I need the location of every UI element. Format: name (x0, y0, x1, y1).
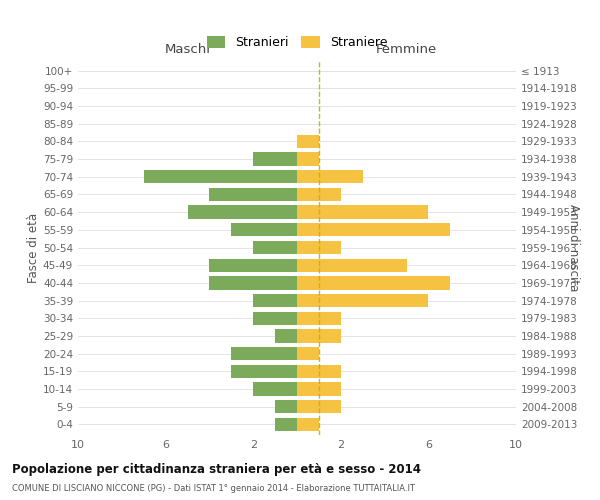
Bar (209, 188, 297, 201)
Bar (297, 400, 341, 413)
Legend: Stranieri, Straniere: Stranieri, Straniere (203, 32, 391, 53)
Bar (297, 418, 319, 431)
Text: Femmine: Femmine (376, 44, 437, 57)
Bar (297, 258, 407, 272)
Bar (253, 241, 297, 254)
Bar (232, 364, 297, 378)
Bar (297, 294, 428, 307)
Bar (297, 364, 341, 378)
Bar (144, 170, 297, 183)
Bar (275, 330, 297, 342)
Bar (275, 400, 297, 413)
Y-axis label: Fasce di età: Fasce di età (27, 212, 40, 282)
Y-axis label: Anni di nascita: Anni di nascita (568, 204, 580, 291)
Text: Popolazione per cittadinanza straniera per età e sesso - 2014: Popolazione per cittadinanza straniera p… (12, 462, 421, 475)
Bar (187, 206, 297, 219)
Text: COMUNE DI LISCIANO NICCONE (PG) - Dati ISTAT 1° gennaio 2014 - Elaborazione TUTT: COMUNE DI LISCIANO NICCONE (PG) - Dati I… (12, 484, 415, 493)
Bar (297, 330, 341, 342)
Bar (297, 206, 428, 219)
Bar (297, 170, 362, 183)
Bar (297, 241, 341, 254)
Bar (232, 223, 297, 236)
Bar (297, 382, 341, 396)
Bar (297, 223, 450, 236)
Bar (297, 276, 450, 289)
Bar (297, 347, 319, 360)
Bar (253, 294, 297, 307)
Bar (253, 152, 297, 166)
Bar (209, 258, 297, 272)
Bar (297, 188, 341, 201)
Bar (232, 347, 297, 360)
Bar (297, 312, 341, 325)
Bar (253, 312, 297, 325)
Bar (297, 152, 319, 166)
Bar (209, 276, 297, 289)
Bar (275, 418, 297, 431)
Text: Maschi: Maschi (164, 44, 211, 57)
Bar (253, 382, 297, 396)
Bar (297, 134, 319, 148)
